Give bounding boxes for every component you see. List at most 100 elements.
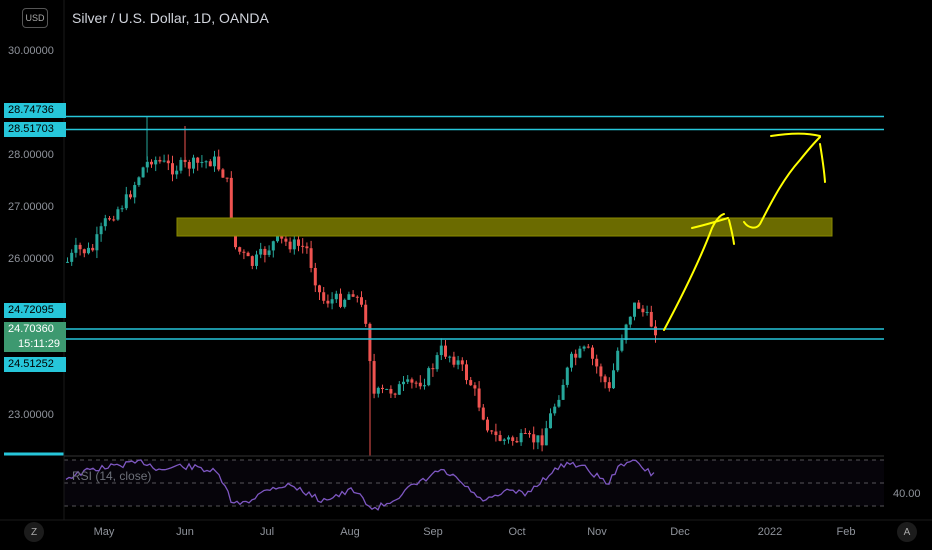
candle-body: [532, 434, 536, 443]
candle-body: [515, 440, 519, 443]
candle-body: [103, 218, 107, 227]
candle-body: [490, 430, 494, 432]
candle-body: [637, 302, 641, 309]
support-resistance-lines[interactable]: [4, 115, 884, 456]
candle-body: [326, 300, 330, 304]
candle-body: [654, 326, 657, 336]
rsi-pane: [64, 459, 884, 511]
candle-body: [246, 252, 250, 257]
candle-body: [313, 267, 317, 286]
candle-body: [120, 208, 124, 210]
candle-body: [536, 435, 540, 443]
candle-body: [620, 340, 624, 351]
candle-body: [465, 364, 468, 381]
candle-body: [439, 345, 443, 356]
price-tick-label: 23.00000: [8, 409, 54, 421]
candle-body: [150, 161, 153, 165]
candle-body: [645, 311, 649, 313]
candle-body: [452, 356, 456, 365]
auto-scale-button[interactable]: A: [897, 522, 917, 542]
candle-body: [217, 156, 221, 170]
candle-body: [271, 241, 275, 251]
candle-body: [133, 185, 137, 198]
candle-body: [364, 304, 368, 324]
candle-body: [339, 293, 342, 307]
candle-body: [557, 399, 561, 407]
time-axis-label: Sep: [423, 526, 443, 538]
candle-body: [633, 302, 636, 317]
price-tick-label: 27.00000: [8, 201, 54, 213]
time-axis-label: May: [93, 526, 115, 538]
candle-body: [507, 437, 510, 440]
candle-body: [502, 439, 506, 441]
drawing-stroke: [770, 132, 821, 137]
price-tick-label: 28.00000: [8, 149, 54, 161]
projection-drawing[interactable]: [663, 132, 826, 331]
candle-body: [351, 294, 355, 297]
rsi-line: [65, 459, 655, 511]
candle-body: [200, 162, 204, 164]
candle-body: [607, 382, 611, 389]
candle-body: [112, 219, 116, 221]
candle-body: [242, 251, 246, 253]
candle-body: [267, 250, 271, 255]
currency-badge[interactable]: USD: [22, 8, 48, 28]
candle-body: [347, 294, 351, 300]
candle-body: [116, 209, 120, 220]
candle-body: [288, 241, 292, 250]
time-axis-label: Jul: [259, 526, 275, 538]
candle-body: [406, 379, 410, 382]
candle-body: [473, 385, 477, 389]
candle-body: [204, 161, 208, 163]
candle-body: [448, 356, 452, 358]
candle-body: [124, 194, 128, 209]
drawing-stroke: [663, 213, 725, 331]
resistance-zone[interactable]: [176, 217, 833, 237]
candle-body: [255, 254, 258, 266]
candle-body: [591, 347, 594, 359]
zoom-button[interactable]: Z: [24, 522, 44, 542]
candle-body: [481, 407, 485, 420]
price-label-upper-top: 28.74736: [4, 103, 66, 118]
candle-body: [87, 247, 90, 254]
drawing-stroke: [819, 143, 826, 183]
candle-body: [456, 360, 460, 365]
candle-body: [250, 256, 254, 266]
candle-body: [494, 431, 498, 436]
candle-body: [402, 381, 405, 385]
candle-body: [82, 249, 86, 254]
candle-body: [372, 361, 376, 394]
candle-body: [410, 379, 414, 383]
candle-body: [141, 167, 145, 178]
time-axis-label: Feb: [836, 526, 856, 538]
candle-body: [355, 296, 359, 298]
candle-body: [175, 170, 179, 175]
candle-body: [330, 299, 334, 304]
candle-body: [137, 177, 141, 186]
rsi-legend[interactable]: RSI (14, close): [72, 469, 152, 483]
time-axis-label: Oct: [508, 526, 526, 538]
candle-body: [309, 248, 313, 268]
candle-body: [70, 252, 74, 262]
time-axis-label: Aug: [340, 526, 360, 538]
candle-body: [225, 177, 229, 179]
candle-body: [305, 246, 309, 249]
candle-body: [444, 345, 447, 357]
candle-body: [469, 380, 473, 386]
bar-countdown: 15:11:29: [4, 337, 66, 352]
candle-body: [431, 368, 435, 370]
candle-body: [414, 382, 418, 384]
candle-body: [511, 437, 515, 441]
candle-body: [393, 393, 397, 395]
candle-body: [301, 245, 305, 247]
candle-body: [460, 360, 464, 365]
candle-body: [322, 292, 326, 301]
price-label-upper-bottom: 28.51703: [4, 122, 66, 137]
candle-body: [229, 177, 233, 229]
candle-body: [628, 316, 632, 325]
candle-body: [171, 163, 174, 175]
candle-body: [477, 388, 481, 408]
candle-body: [74, 244, 78, 253]
candle-body: [578, 348, 582, 358]
